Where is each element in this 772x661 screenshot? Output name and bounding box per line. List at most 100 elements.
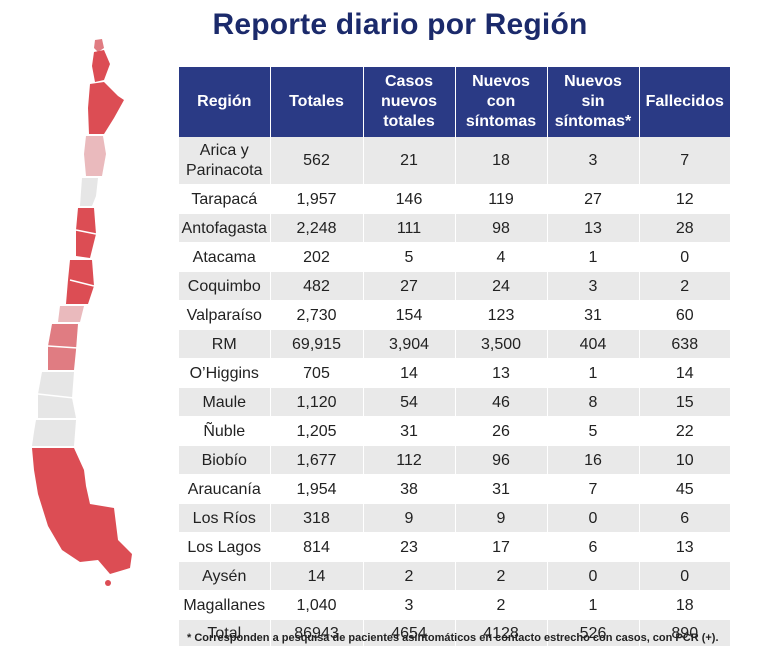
cell-fallecidos: 7 [639, 137, 730, 185]
cell-fallecidos: 15 [639, 387, 730, 417]
cell-region: Total [179, 619, 271, 647]
cell-con: 119 [455, 184, 548, 214]
cell-totales: 562 [270, 137, 364, 185]
cell-fallecidos: 10 [639, 445, 730, 475]
map-region-valparaiso [76, 208, 96, 258]
cell-casos: 5 [363, 242, 456, 272]
table-row: Los Lagos 814 23 17 6 13 [179, 532, 730, 562]
cell-totales: 69,915 [270, 329, 364, 359]
cell-region: Valparaíso [179, 300, 271, 330]
cell-fallecidos: 45 [639, 474, 730, 504]
cell-sin: 0 [547, 561, 640, 591]
cell-con: 26 [455, 416, 548, 446]
cell-fallecidos: 12 [639, 184, 730, 214]
cell-fallecidos: 14 [639, 358, 730, 388]
cell-sin: 8 [547, 387, 640, 417]
cell-totales: 2,730 [270, 300, 364, 330]
cell-sin: 6 [547, 532, 640, 562]
map-region-antofagasta [88, 82, 124, 134]
cell-totales: 1,954 [270, 474, 364, 504]
cell-sin: 1 [547, 358, 640, 388]
cell-casos: 154 [363, 300, 456, 330]
header-nuevos-con-sintomas: Nuevos con síntomas [455, 67, 548, 137]
cell-con: 17 [455, 532, 548, 562]
cell-region: Antofagasta [179, 213, 271, 243]
table-row: Ñuble 1,205 31 26 5 22 [179, 416, 730, 446]
cell-totales: 705 [270, 358, 364, 388]
cell-casos: 38 [363, 474, 456, 504]
cell-totales: 1,205 [270, 416, 364, 446]
map-region-nuble [38, 372, 76, 418]
cell-casos: 146 [363, 184, 456, 214]
cell-totales: 1,040 [270, 590, 364, 620]
report-title: Reporte diario por Región [212, 8, 588, 41]
cell-con: 18 [455, 137, 548, 185]
cell-sin: 31 [547, 300, 640, 330]
map-region-biobio [32, 420, 76, 446]
cell-con: 46 [455, 387, 548, 417]
cell-casos: 3,904 [363, 329, 456, 359]
cell-totales: 2,248 [270, 213, 364, 243]
cell-region: Araucanía [179, 474, 271, 504]
map-region-south [32, 448, 132, 574]
region-report-table: Región Totales Casos nuevos totales Nuevos… [179, 67, 730, 647]
cell-fallecidos: 22 [639, 416, 730, 446]
cell-totales: 202 [270, 242, 364, 272]
cell-casos: 4654 [363, 619, 456, 647]
table-row: Los Ríos 318 9 9 0 6 [179, 503, 730, 533]
cell-con: 2 [455, 590, 548, 620]
cell-con: 31 [455, 474, 548, 504]
cell-totales: 1,677 [270, 445, 364, 475]
cell-casos: 23 [363, 532, 456, 562]
cell-con: 13 [455, 358, 548, 388]
cell-sin: 3 [547, 271, 640, 301]
cell-sin: 13 [547, 213, 640, 243]
cell-fallecidos: 18 [639, 590, 730, 620]
table-row: Valparaíso 2,730 154 123 31 60 [179, 300, 730, 330]
cell-sin: 404 [547, 329, 640, 359]
cell-region: Tarapacá [179, 184, 271, 214]
table-row: RM 69,915 3,904 3,500 404 638 [179, 329, 730, 359]
cell-totales: 1,120 [270, 387, 364, 417]
table-row: Araucanía 1,954 38 31 7 45 [179, 474, 730, 504]
cell-fallecidos: 60 [639, 300, 730, 330]
cell-con: 4 [455, 242, 548, 272]
cell-con: 4128 [455, 619, 548, 647]
table-row: Aysén 14 2 2 0 0 [179, 561, 730, 591]
cell-sin: 27 [547, 184, 640, 214]
table-total-row: Total 86943 4654 4128 526 890 [179, 619, 730, 647]
cell-sin: 16 [547, 445, 640, 475]
map-region-island [105, 580, 111, 586]
map-region-atacama [84, 136, 106, 176]
table-row: Atacama 202 5 4 1 0 [179, 242, 730, 272]
cell-sin: 0 [547, 503, 640, 533]
cell-sin: 1 [547, 590, 640, 620]
cell-totales: 86943 [270, 619, 364, 647]
table-row: O’Higgins 705 14 13 1 14 [179, 358, 730, 388]
cell-totales: 318 [270, 503, 364, 533]
map-region-divider-lines [37, 229, 97, 399]
cell-con: 24 [455, 271, 548, 301]
cell-sin: 3 [547, 137, 640, 185]
cell-con: 2 [455, 561, 548, 591]
cell-totales: 814 [270, 532, 364, 562]
cell-region: Los Lagos [179, 532, 271, 562]
cell-totales: 1,957 [270, 184, 364, 214]
cell-casos: 9 [363, 503, 456, 533]
cell-fallecidos: 0 [639, 242, 730, 272]
cell-sin: 526 [547, 619, 640, 647]
cell-fallecidos: 2 [639, 271, 730, 301]
cell-casos: 14 [363, 358, 456, 388]
cell-region: Maule [179, 387, 271, 417]
cell-fallecidos: 28 [639, 213, 730, 243]
cell-fallecidos: 0 [639, 561, 730, 591]
cell-region: Magallanes [179, 590, 271, 620]
cell-region: Ñuble [179, 416, 271, 446]
map-region-ohiggins [58, 306, 84, 322]
cell-region: RM [179, 329, 271, 359]
cell-fallecidos: 890 [639, 619, 730, 647]
table-row: Magallanes 1,040 3 2 1 18 [179, 590, 730, 620]
table-row: Maule 1,120 54 46 8 15 [179, 387, 730, 417]
header-fallecidos: Fallecidos [639, 67, 730, 137]
header-nuevos-sin-sintomas: Nuevos sin síntomas* [547, 67, 640, 137]
